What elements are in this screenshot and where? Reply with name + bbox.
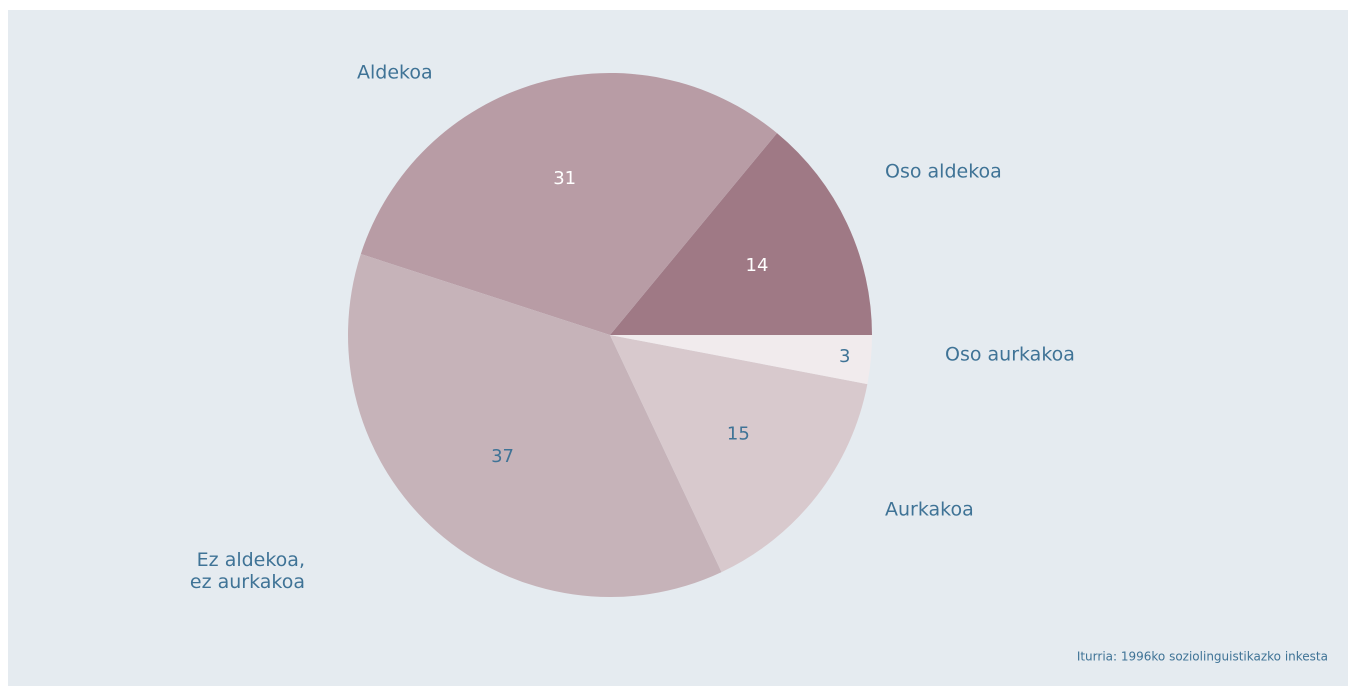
category-label: Aldekoa	[357, 62, 433, 84]
source-note: Iturria: 1996ko soziolinguistikazko inke…	[1077, 650, 1328, 664]
pie-slice	[347, 254, 722, 598]
pie-slice	[610, 335, 868, 573]
pie-slice	[360, 73, 778, 335]
value-label: 37	[491, 446, 514, 467]
category-label: Oso aurkakoa	[945, 344, 1075, 366]
pie-slice	[610, 335, 872, 385]
category-label: Ez aldekoa, ez aurkakoa	[190, 549, 305, 593]
value-label: 15	[727, 424, 750, 445]
category-label: Oso aldekoa	[885, 161, 1002, 183]
value-label: 14	[746, 255, 769, 276]
pie-slice	[610, 133, 872, 335]
category-label: Aurkakoa	[885, 499, 974, 521]
value-label: 3	[839, 346, 850, 367]
value-label: 31	[553, 168, 576, 189]
